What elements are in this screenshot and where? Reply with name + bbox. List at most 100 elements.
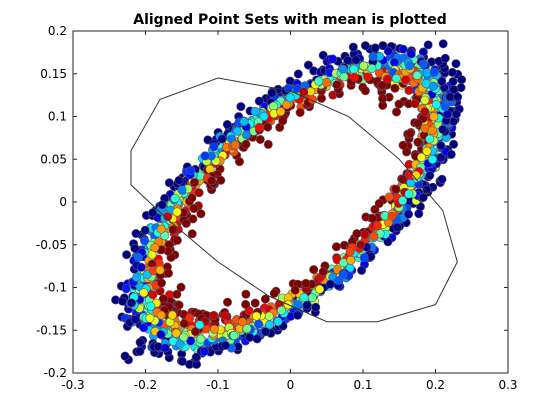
scatter-point [241,139,251,149]
scatter-point [382,74,392,84]
scatter-point [436,153,446,163]
scatter-point [404,85,414,95]
y-tick-label: 0.15 [40,67,67,81]
scatter-point [449,139,459,149]
scatter-point [383,46,393,56]
scatter-point [148,290,158,300]
scatter-point [416,152,426,162]
scatter-point [164,268,174,278]
y-tick-label: 0 [59,195,67,209]
scatter-point [299,292,309,302]
scatter-point [269,288,279,298]
scatter-point [252,334,262,344]
scatter-point [252,311,262,321]
scatter-point [398,140,408,150]
scatter-point [237,317,247,327]
scatter-point [236,102,246,112]
scatter-point [309,265,319,275]
x-tick-label: 0.2 [426,378,445,392]
scatter-point [360,41,370,51]
scatter-point [131,229,141,239]
scatter-points [111,39,467,369]
scatter-point [442,110,452,120]
scatter-point [222,120,232,130]
scatter-point [209,310,219,320]
scatter-point [196,334,206,344]
scatter-point [356,240,366,250]
scatter-point [254,122,264,132]
scatter-point [398,44,408,54]
scatter-point [398,196,408,206]
scatter-point [122,250,132,260]
scatter-point [315,284,325,294]
scatter-point [164,178,174,188]
scatter-point [175,339,185,349]
scatter-point [428,81,438,91]
scatter-point [186,166,196,176]
scatter-point [453,92,463,102]
x-tick-label: 0.3 [498,378,517,392]
scatter-point [405,61,415,71]
y-axis-ticks: -0.2 -0.15 -0.1 -0.05 0 0.05 0.1 0.15 0.2 [36,24,508,380]
scatter-point [187,229,197,239]
x-tick-label: 0 [287,378,295,392]
scatter-point [185,313,195,323]
x-axis-ticks: -0.3 -0.2 -0.1 0 0.1 0.2 0.3 [61,31,518,392]
scatter-point [321,78,331,88]
y-tick-label: -0.15 [36,323,67,337]
scatter-point [254,319,264,329]
scatter-point [278,116,288,126]
scatter-point [429,67,439,77]
scatter-point [301,278,311,288]
chart-title: Aligned Point Sets with mean is plotted [133,12,446,28]
scatter-point [427,155,437,165]
scatter-point [418,192,428,202]
scatter-point [451,109,461,119]
scatter-point [367,213,377,223]
mean-shape-line [130,77,458,323]
scatter-point [389,57,399,67]
scatter-point [155,265,165,275]
scatter-point [285,93,295,103]
scatter-point [352,229,362,239]
scatter-point [351,55,361,65]
scatter-point [360,86,370,96]
scatter-point [229,330,239,340]
scatter-point [194,188,204,198]
scatter-point [179,332,189,342]
scatter-point [130,243,140,253]
scatter-point [401,75,411,85]
scatter-point [423,40,433,50]
scatter-point [345,247,355,257]
scatter-point [200,151,210,161]
scatter-point [346,255,356,265]
scatter-point [172,207,182,217]
scatter-point [412,70,422,80]
scatter-point [157,200,167,210]
scatter-point [293,310,303,320]
y-tick-label: 0.2 [48,24,67,38]
scatter-point [307,293,317,303]
scatter-point [210,324,220,334]
scatter-point [367,64,377,74]
scatter-point [282,100,292,110]
scatter-point [359,253,369,263]
scatter-point [120,351,130,361]
scatter-point [136,262,146,272]
scatter-point [404,189,414,199]
scatter-point [232,126,242,136]
scatter-point [445,92,455,102]
scatter-point [260,327,270,337]
scatter-point [132,272,142,282]
scatter-point [440,102,450,112]
scatter-point [333,275,343,285]
scatter-point [139,323,149,333]
scatter-point [425,171,435,181]
scatter-point [148,208,158,218]
scatter-point [440,53,450,63]
scatter-point [328,54,338,64]
scatter-point [425,134,435,144]
scatter-point [422,146,432,156]
scatter-point [117,296,127,306]
x-tick-label: 0.1 [353,378,372,392]
